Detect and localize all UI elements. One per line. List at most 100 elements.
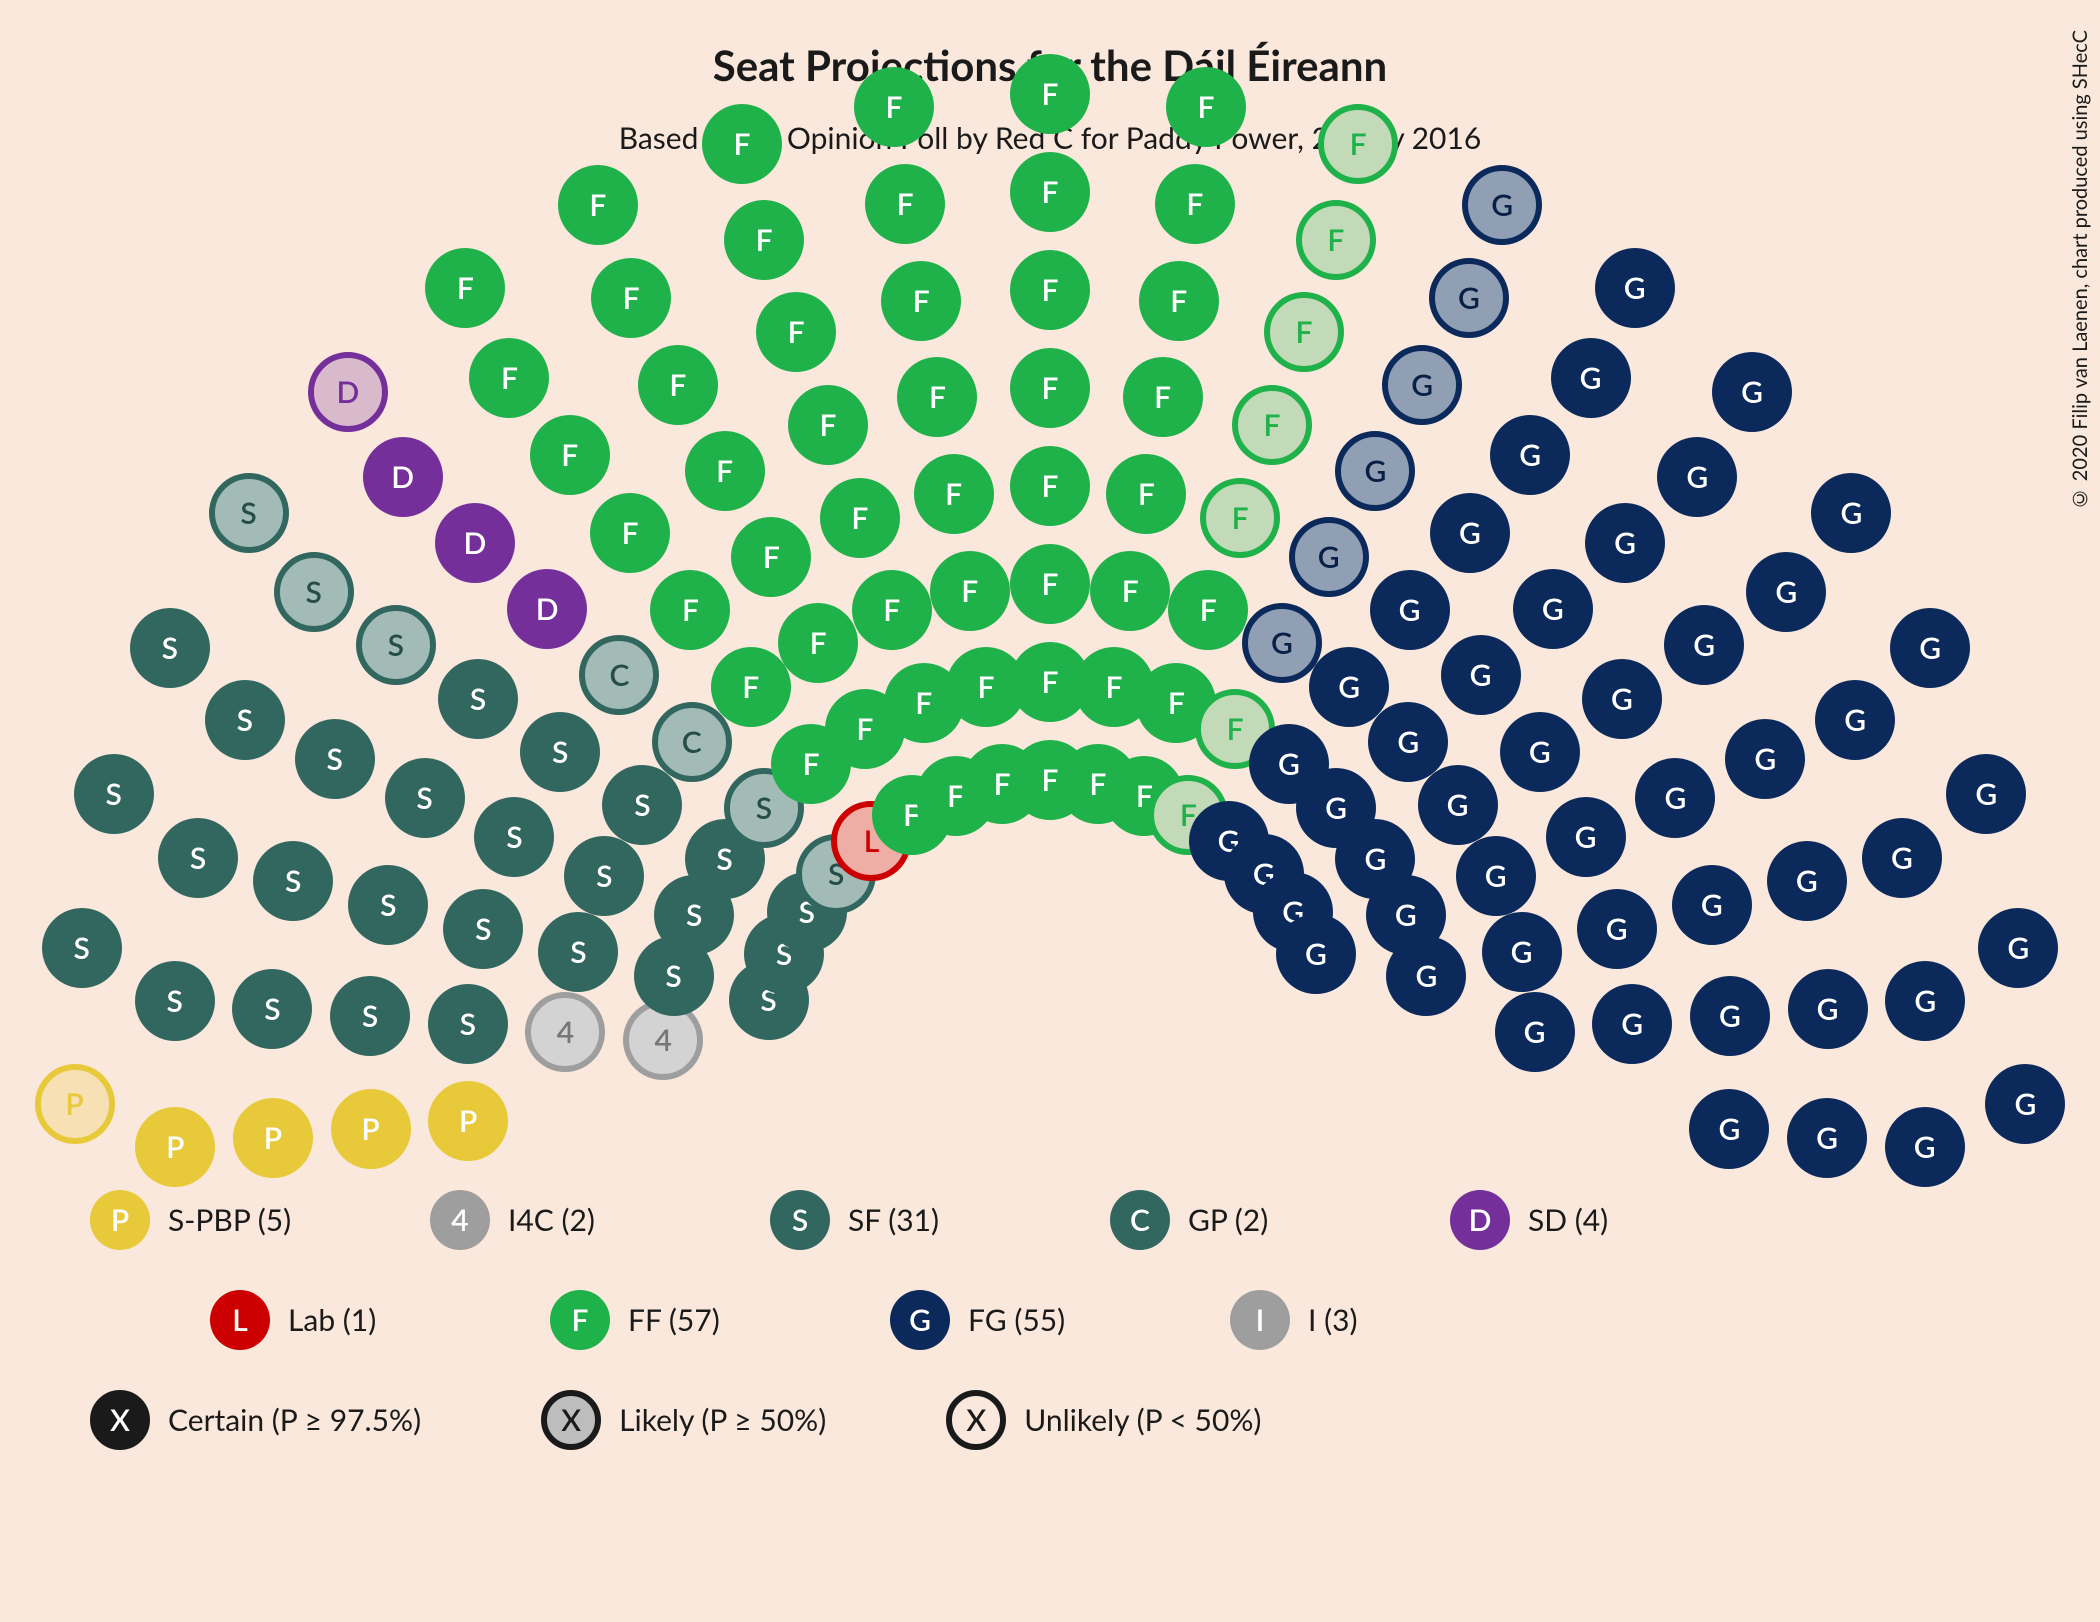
seat-letter: F (1170, 283, 1187, 319)
seat-letter: G (1397, 724, 1419, 760)
seat-ff: F (702, 104, 782, 184)
canvas: Seat Projections for the Dáil Éireann Ba… (0, 0, 2100, 1622)
hemicycle-chart: PPPPP44SSSSSSSSSSSSSSSSSSSSSSSSSSSSSSSCC… (0, 190, 2100, 1090)
seat-letter: F (763, 539, 780, 575)
seat-ff: F (638, 345, 718, 425)
seat-letter: G (1575, 819, 1597, 855)
seat-sd: D (308, 352, 388, 432)
seat-letter: S (475, 911, 491, 947)
seat-sf: S (602, 765, 682, 845)
seat-sf: S (209, 473, 289, 553)
seat-letter: P (361, 1111, 379, 1147)
probability-legend: XCertain (P ≥ 97.5%)XLikely (P ≥ 50%)XUn… (90, 1390, 2010, 1450)
seat-letter: F (856, 711, 873, 747)
seat-fg: G (1441, 635, 1521, 715)
seat-letter: S (552, 734, 568, 770)
seat-letter: G (1416, 958, 1438, 994)
seat-sf: S (564, 836, 644, 916)
seat-letter: G (1271, 625, 1293, 661)
seat-sf: S (520, 712, 600, 792)
legend-swatch: C (1110, 1190, 1170, 1250)
seat-ff: F (731, 517, 811, 597)
legend-label: SF (31) (848, 1202, 939, 1238)
seat-letter: F (1350, 126, 1367, 162)
seat-fg: G (1725, 719, 1805, 799)
seat-ff: F (685, 431, 765, 511)
seat-sf: S (438, 659, 518, 739)
seat-fg: G (1592, 984, 1672, 1064)
seat-letter: P (166, 1129, 184, 1165)
seat-sf: S (295, 719, 375, 799)
seat-fg: G (1862, 818, 1942, 898)
seat-letter: F (819, 407, 836, 443)
seat-fg: G (1585, 503, 1665, 583)
seat-fg: G (1577, 889, 1657, 969)
seat-letter: G (1305, 936, 1327, 972)
seat-ff: F (650, 570, 730, 650)
legend-swatch: G (890, 1290, 950, 1350)
seat-ff: F (788, 385, 868, 465)
seat-ff: F (756, 292, 836, 372)
seat-ff: F (1139, 261, 1219, 341)
seat-fg: G (1418, 765, 1498, 845)
seat-letter: F (1186, 186, 1203, 222)
seat-letter: F (788, 314, 805, 350)
seat-letter: G (1318, 539, 1340, 575)
seat-letter: G (1741, 374, 1763, 410)
seat-fg: G (1635, 758, 1715, 838)
seat-ff: F (881, 261, 961, 341)
seat-sd: D (363, 437, 443, 517)
seat-fg: G (1551, 338, 1631, 418)
seat-sf: S (443, 889, 523, 969)
seat-letter: G (1841, 495, 1863, 531)
legend-item-i4c: 4I4C (2) (430, 1190, 710, 1250)
seat-letter: G (1511, 934, 1533, 970)
seat-letter: F (915, 685, 932, 721)
seat-letter: G (1399, 592, 1421, 628)
seat-fg: G (1672, 865, 1752, 945)
seat-s-pbp: P (35, 1064, 115, 1144)
seat-letter: P (459, 1103, 477, 1139)
seat-ff: F (711, 647, 791, 727)
seat-letter: G (1470, 657, 1492, 693)
seat-letter: S (237, 702, 253, 738)
seat-letter: G (1529, 734, 1551, 770)
legend-swatch: I (1230, 1290, 1290, 1350)
seat-letter: G (1914, 983, 1936, 1019)
seat-fg: G (1386, 936, 1466, 1016)
seat-ff: F (1318, 104, 1398, 184)
seat-ff: F (852, 570, 932, 650)
seat-ff: F (1264, 292, 1344, 372)
legend-item-lab: LLab (1) (210, 1290, 490, 1350)
prob-legend-unlikely: XUnlikely (P < 50%) (946, 1390, 1261, 1450)
seat-letter: F (622, 515, 639, 551)
seat-fg: G (1689, 1089, 1769, 1169)
seat-fg: G (1885, 961, 1965, 1041)
seat-letter: S (756, 790, 772, 826)
seat-letter: S (470, 681, 486, 717)
seat-ff: F (530, 415, 610, 495)
seat-ff: F (1155, 164, 1235, 244)
seat-letter: G (1754, 741, 1776, 777)
seat-fg: G (1289, 517, 1369, 597)
seat-letter: G (1796, 863, 1818, 899)
seat-letter: G (1919, 630, 1941, 666)
seat-letter: 4 (557, 1014, 574, 1050)
seat-letter: S (327, 741, 343, 777)
legend-label: S-PBP (5) (168, 1202, 291, 1238)
seat-letter: S (460, 1006, 476, 1042)
seat-gp: C (652, 702, 732, 782)
seat-letter: F (945, 476, 962, 512)
seat-fg: G (1482, 912, 1562, 992)
seat-fg: G (1767, 841, 1847, 921)
seat-sf: S (356, 605, 436, 685)
seat-ff: F (820, 478, 900, 558)
seat-sf: S (135, 961, 215, 1041)
seat-letter: S (106, 776, 122, 812)
seat-letter: G (1606, 911, 1628, 947)
seat-letter: F (1232, 500, 1249, 536)
seat-letter: F (682, 592, 699, 628)
seat-fg: G (1495, 992, 1575, 1072)
legend-swatch: S (770, 1190, 830, 1250)
seat-letter: G (1665, 780, 1687, 816)
